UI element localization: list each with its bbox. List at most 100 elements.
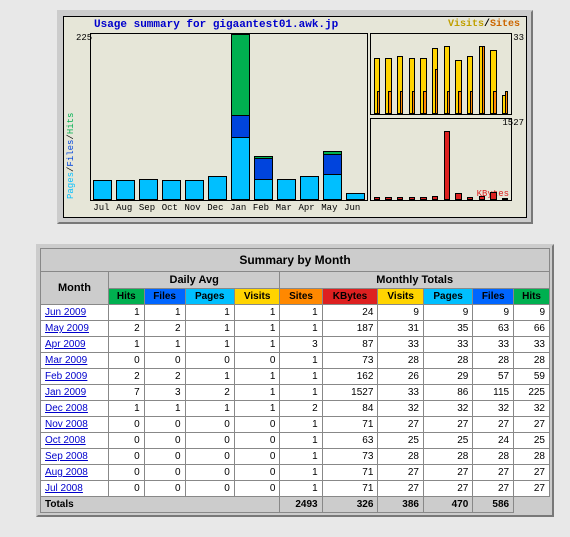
cell: 63	[473, 321, 514, 337]
mini-top-max: 33	[513, 33, 524, 43]
chart-bar	[300, 176, 319, 200]
cell: 1	[280, 465, 322, 481]
mini-bar-pair	[400, 91, 404, 114]
chart-title: Usage summary for gigaantest01.awk.jp	[94, 19, 338, 31]
cell: 115	[473, 385, 514, 401]
table-row: Dec 2008111128432323232	[41, 401, 550, 417]
mini-bar	[467, 197, 473, 200]
table-row: Sep 2008000017328282828	[41, 449, 550, 465]
cell: 0	[185, 353, 234, 369]
mini-bar	[374, 197, 380, 200]
cell: 1	[108, 337, 144, 353]
cell: 1	[280, 433, 322, 449]
summary-table-container: Summary by Month Month Daily Avg Monthly…	[36, 244, 554, 517]
cell: 1	[234, 369, 280, 385]
table-row: May 20092211118731356366	[41, 321, 550, 337]
chart-x-label: Oct	[158, 203, 181, 213]
cell: 2	[280, 401, 322, 417]
cell: 25	[378, 433, 424, 449]
month-link[interactable]: May 2009	[45, 323, 89, 334]
chart-x-label: Dec	[204, 203, 227, 213]
cell: 71	[322, 417, 378, 433]
cell: 27	[473, 481, 514, 497]
cell: 71	[322, 481, 378, 497]
cell: 1	[108, 305, 144, 321]
cell: 32	[514, 401, 550, 417]
cell: 28	[378, 449, 424, 465]
mini-bar	[397, 197, 403, 200]
mini-bar-pair	[388, 91, 392, 114]
cell: 0	[108, 433, 144, 449]
cell: 0	[144, 433, 185, 449]
month-link[interactable]: Jan 2009	[45, 387, 86, 398]
cell: 3	[280, 337, 322, 353]
chart-bar	[254, 156, 273, 200]
month-link[interactable]: Feb 2009	[45, 371, 87, 382]
cell: 28	[423, 449, 472, 465]
mini-bar-pair	[458, 91, 462, 114]
mini-bar	[479, 196, 485, 200]
cell: 33	[378, 385, 424, 401]
chart-legend: Visits/Sites	[448, 19, 520, 30]
cell: 0	[108, 353, 144, 369]
totals-files: 470	[423, 497, 472, 513]
cell: 27	[514, 481, 550, 497]
cell: 1	[280, 321, 322, 337]
chart-x-label: Mar	[272, 203, 295, 213]
cell: 1	[280, 353, 322, 369]
month-link[interactable]: Jun 2009	[45, 307, 86, 318]
cell: 0	[185, 465, 234, 481]
cell: 9	[423, 305, 472, 321]
legend-sites: Sites	[490, 19, 520, 30]
cell: 1	[234, 305, 280, 321]
col-header-pages: Pages	[423, 289, 472, 305]
cell: 28	[514, 353, 550, 369]
col-group-daily: Daily Avg	[108, 272, 280, 289]
month-link[interactable]: Apr 2009	[45, 339, 86, 350]
col-header-sites: Sites	[280, 289, 322, 305]
cell: 27	[473, 417, 514, 433]
mini-bar-pair	[482, 46, 486, 114]
cell: 1	[280, 449, 322, 465]
mini-bar	[385, 197, 391, 200]
month-link[interactable]: Dec 2008	[45, 403, 88, 414]
cell: 225	[514, 385, 550, 401]
chart-x-label: Nov	[181, 203, 204, 213]
cell: 86	[423, 385, 472, 401]
cell: 0	[108, 417, 144, 433]
chart-x-label: May	[318, 203, 341, 213]
col-header-hits: Hits	[514, 289, 550, 305]
month-link[interactable]: Sep 2008	[45, 451, 88, 462]
table-row: Nov 2008000017127272727	[41, 417, 550, 433]
chart-bar	[346, 193, 365, 200]
cell: 0	[234, 465, 280, 481]
mini-bar-pair	[447, 91, 451, 114]
month-link[interactable]: Mar 2009	[45, 355, 87, 366]
chart-x-label: Jul	[90, 203, 113, 213]
chart-x-label: Jan	[227, 203, 250, 213]
cell: 1	[234, 401, 280, 417]
chart-x-label: Feb	[250, 203, 273, 213]
cell: 0	[144, 481, 185, 497]
month-link[interactable]: Jul 2008	[45, 483, 83, 494]
chart-bar	[323, 151, 342, 200]
chart-x-label: Jun	[341, 203, 364, 213]
month-link[interactable]: Nov 2008	[45, 419, 88, 430]
mini-bar	[409, 197, 415, 200]
cell: 0	[108, 465, 144, 481]
chart-x-label: Sep	[136, 203, 159, 213]
cell: 33	[423, 337, 472, 353]
table-row: Jun 200911111249999	[41, 305, 550, 321]
cell: 1	[185, 401, 234, 417]
cell: 1	[280, 369, 322, 385]
month-link[interactable]: Aug 2008	[45, 467, 88, 478]
chart-side-label: Pages/Files/Hits	[66, 113, 76, 199]
month-link[interactable]: Oct 2008	[45, 435, 86, 446]
mini-bar-pair	[505, 91, 509, 114]
cell: 32	[423, 401, 472, 417]
cell: 1	[185, 369, 234, 385]
cell: 33	[378, 337, 424, 353]
cell: 1	[108, 401, 144, 417]
chart-bar	[139, 179, 158, 200]
cell: 187	[322, 321, 378, 337]
